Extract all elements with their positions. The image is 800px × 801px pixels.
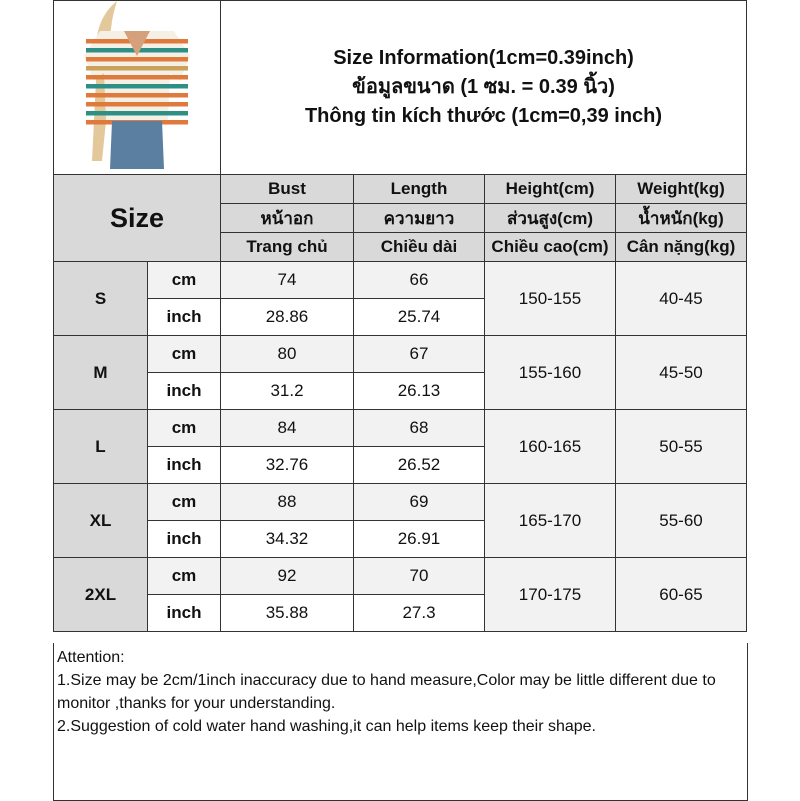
attention-note-1: 1.Size may be 2cm/1inch inaccuracy due t… <box>57 672 716 712</box>
bust-inch: 32.76 <box>220 446 354 484</box>
striped-tshirt-icon <box>72 1 202 169</box>
size-header: Size <box>53 174 221 262</box>
header-weight-en: Weight(kg) <box>614 174 748 204</box>
attention-heading: Attention: <box>57 649 125 666</box>
height-range: 150-155 <box>484 261 616 336</box>
weight-range: 50-55 <box>614 409 748 484</box>
size-label: 2XL <box>53 557 148 632</box>
length-inch: 26.52 <box>353 446 485 484</box>
bust-cm: 74 <box>220 261 354 299</box>
shirt-stripe <box>86 111 188 116</box>
height-range: 165-170 <box>484 483 616 558</box>
table-row-cm: 2XL cm 92 70 170-175 60-65 <box>53 557 748 632</box>
header-length-vi: Chiều dài <box>353 232 485 262</box>
unit-inch: inch <box>147 520 221 558</box>
bust-cm: 80 <box>220 335 354 373</box>
bust-inch: 35.88 <box>220 594 354 632</box>
unit-inch: inch <box>147 594 221 632</box>
weight-range: 60-65 <box>614 557 748 632</box>
title-english: Size Information(1cm=0.39inch) <box>333 47 634 69</box>
length-inch: 26.91 <box>353 520 485 558</box>
height-range: 155-160 <box>484 335 616 410</box>
shirt-stripe <box>86 102 188 107</box>
unit-cm: cm <box>147 261 221 299</box>
size-label: S <box>53 261 148 336</box>
size-label: M <box>53 335 148 410</box>
header-length-en: Length <box>353 174 485 204</box>
bust-cm: 84 <box>220 409 354 447</box>
header-length-th: ความยาว <box>353 203 485 233</box>
weight-range: 55-60 <box>614 483 748 558</box>
unit-inch: inch <box>147 298 221 336</box>
size-table: Size Information(1cm=0.39inch) ข้อมูลขนา… <box>53 0 748 632</box>
header-weight-th: น้ำหนัก(kg) <box>614 203 748 233</box>
shirt-stripe <box>86 93 188 98</box>
attention-note-2: 2.Suggestion of cold water hand washing,… <box>57 718 596 735</box>
title-vietnamese: Thông tin kích thước (1cm=0,39 inch) <box>304 105 663 127</box>
bust-cm: 92 <box>220 557 354 595</box>
product-image <box>53 0 221 175</box>
table-row-inch: inch 32.76 26.52 <box>54 446 747 484</box>
header-bust-th: หน้าอก <box>220 203 354 233</box>
title-cell: Size Information(1cm=0.39inch) ข้อมูลขนา… <box>219 0 748 175</box>
height-range: 170-175 <box>484 557 616 632</box>
header-height-vi: Chiều cao(cm) <box>484 232 616 262</box>
weight-range: 45-50 <box>614 335 748 410</box>
size-label: XL <box>53 483 148 558</box>
unit-cm: cm <box>147 483 221 521</box>
table-row-inch: inch 28.86 25.74 <box>54 298 747 336</box>
shirt-stripe <box>86 75 188 80</box>
length-cm: 69 <box>353 483 485 521</box>
unit-cm: cm <box>147 557 221 595</box>
header-weight-vi: Cân nặng(kg) <box>614 232 748 262</box>
bust-inch: 28.86 <box>220 298 354 336</box>
unit-cm: cm <box>147 335 221 373</box>
bust-inch: 31.2 <box>220 372 354 410</box>
table-row-inch: inch 31.2 26.13 <box>54 372 747 410</box>
attention-notes: Attention: 1.Size may be 2cm/1inch inacc… <box>53 643 748 801</box>
unit-inch: inch <box>147 372 221 410</box>
table-row-inch: inch 34.32 26.91 <box>54 520 747 558</box>
bust-cm: 88 <box>220 483 354 521</box>
bust-inch: 34.32 <box>220 520 354 558</box>
size-label: L <box>53 409 148 484</box>
title-thai: ข้อมูลขนาด (1 ซม. = 0.39 นิ้ว) <box>352 76 615 98</box>
weight-range: 40-45 <box>614 261 748 336</box>
size-chart: Size Information(1cm=0.39inch) ข้อมูลขนา… <box>53 0 748 632</box>
header-height-th: ส่วนสูง(cm) <box>484 203 616 233</box>
header-bust-vi: Trang chủ <box>220 232 354 262</box>
length-cm: 70 <box>353 557 485 595</box>
unit-inch: inch <box>147 446 221 484</box>
length-cm: 66 <box>353 261 485 299</box>
height-range: 160-165 <box>484 409 616 484</box>
length-cm: 68 <box>353 409 485 447</box>
length-inch: 27.3 <box>353 594 485 632</box>
length-cm: 67 <box>353 335 485 373</box>
header-height-en: Height(cm) <box>484 174 616 204</box>
shirt-stripe <box>86 84 188 89</box>
length-inch: 26.13 <box>353 372 485 410</box>
table-row-cm: XL cm 88 69 165-170 55-60 <box>53 483 748 558</box>
table-row-inch: inch 35.88 27.3 <box>54 594 747 632</box>
shirt-stripe <box>86 57 188 62</box>
shirt-stripe <box>86 66 188 71</box>
length-inch: 25.74 <box>353 298 485 336</box>
unit-cm: cm <box>147 409 221 447</box>
header-bust-en: Bust <box>220 174 354 204</box>
